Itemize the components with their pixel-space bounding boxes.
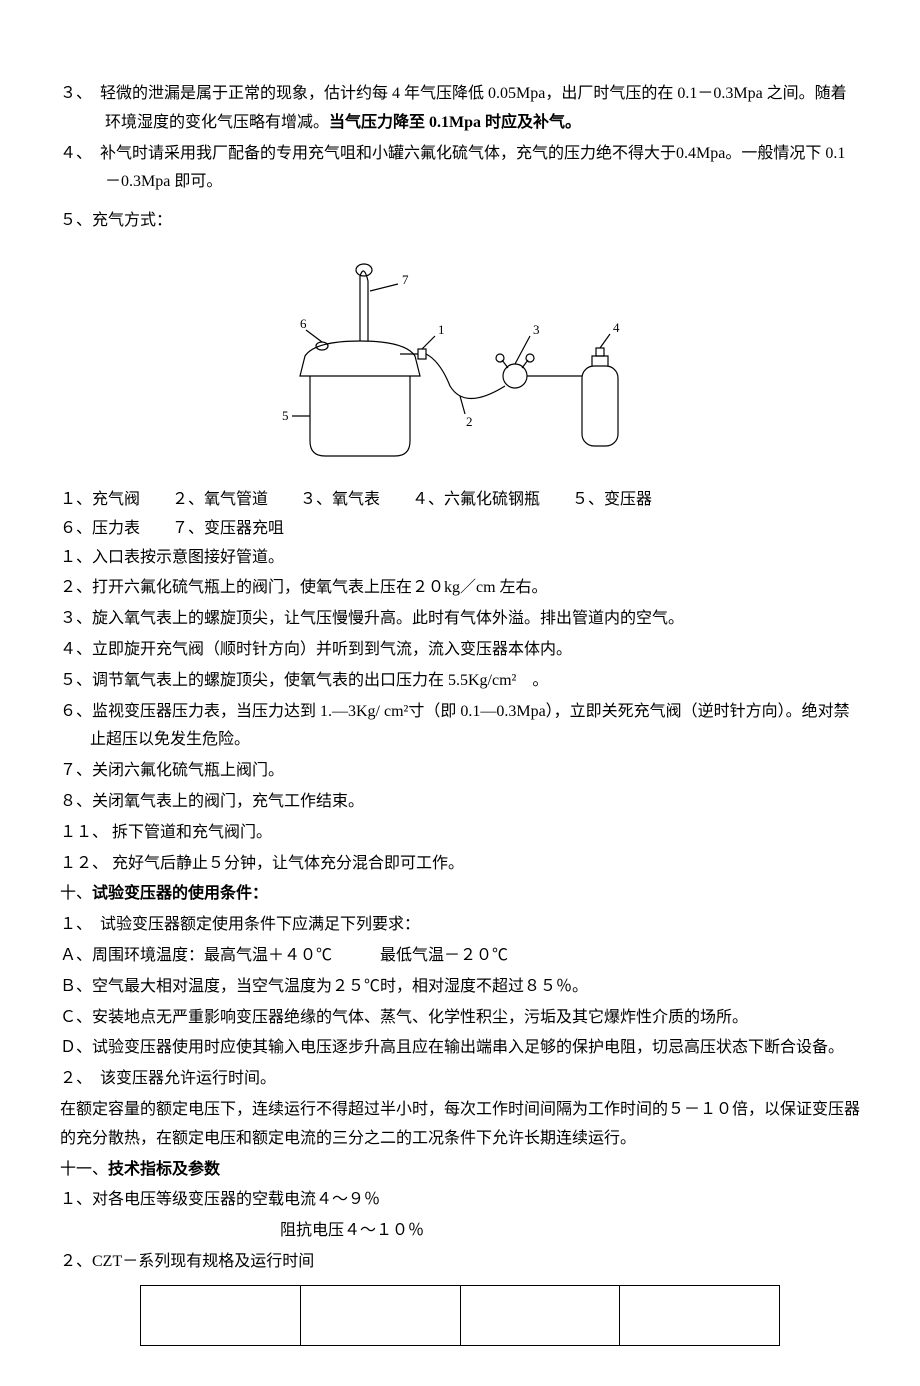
section11-title-bold: 技术指标及参数 — [108, 1161, 220, 1178]
step-5: ５、调节氧气表上的螺旋顶尖，使氧气表的出口压力在 5.5Kg/cm² 。 — [60, 667, 860, 696]
section10-item1: １、 试验变压器额定使用条件下应满足下列要求： — [60, 911, 860, 940]
diagram-container: 6 7 1 2 3 4 5 — [60, 246, 860, 476]
diagram-label-4: 4 — [613, 320, 620, 335]
section11-item1: １、对各电压等级变压器的空载电流４～９％ — [60, 1186, 860, 1215]
list-item-4: ４、 补气时请采用我厂配备的专用充气咀和小罐六氟化硫气体，充气的压力绝不得大于0… — [60, 140, 860, 198]
diagram-label-6: 6 — [300, 316, 307, 331]
diagram-label-2: 2 — [466, 414, 473, 429]
section10-c: Ｃ、安装地点无严重影响变压器绝缘的气体、蒸气、化学性积尘，污垢及其它爆炸性介质的… — [60, 1004, 860, 1033]
step-4: ４、立即旋开充气阀（顺时针方向）并听到到气流，流入变压器本体内。 — [60, 636, 860, 665]
section10-d: Ｄ、试验变压器使用时应使其输入电压逐步升高且应在输出端串入足够的保护电阻，切忌高… — [60, 1034, 860, 1063]
step-11: １１、 拆下管道和充气阀门。 — [60, 819, 860, 848]
section11-title: 十一、技术指标及参数 — [60, 1156, 860, 1185]
gas-filling-diagram: 6 7 1 2 3 4 5 — [250, 246, 670, 476]
step-3: ３、旋入氧气表上的螺旋顶尖，让气压慢慢升高。此时有气体外溢。排出管道内的空气。 — [60, 605, 860, 634]
step-1: １、入口表按示意图接好管道。 — [60, 544, 860, 573]
list-item-3: ３、 轻微的泄漏是属于正常的现象，估计约每 4 年气压降低 0.05Mpa，出厂… — [60, 80, 860, 138]
table-row — [141, 1285, 780, 1345]
legend-line-2: ６、压力表 ７、变压器充咀 — [60, 515, 860, 544]
step-8: ８、关闭氧气表上的阀门，充气工作结束。 — [60, 788, 860, 817]
diagram-label-3: 3 — [533, 322, 540, 337]
step-6: ６、监视变压器压力表，当压力达到 1.—3Kg/ cm²寸（即 0.1—0.3M… — [60, 698, 860, 756]
section10-title-bold: 试验变压器的使用条件： — [92, 885, 268, 902]
step-2: ２、打开六氟化硫气瓶上的阀门，使氧气表上压在２０kg／cm 左右。 — [60, 574, 860, 603]
section10-para: 在额定容量的额定电压下，连续运行不得超过半小时，每次工作时间间隔为工作时间的５－… — [60, 1096, 860, 1154]
step-12: １２、 充好气后静止５分钟，让气体充分混合即可工作。 — [60, 850, 860, 879]
section11-item1b: 阻抗电压４～１０％ — [60, 1217, 860, 1246]
item4-text: 补气时请采用我厂配备的专用充气咀和小罐六氟化硫气体，充气的压力绝不得大于0.4M… — [84, 145, 845, 191]
table-cell — [460, 1285, 620, 1345]
section10-b: Ｂ、空气最大相对温度，当空气温度为２５℃时，相对湿度不超过８５％。 — [60, 973, 860, 1002]
diagram-legend: １、充气阀 ２、氧气管道 ３、氧气表 ４、六氟化硫钢瓶 ５、变压器 ６、压力表 … — [60, 486, 860, 544]
diagram-label-7: 7 — [402, 272, 409, 287]
item4-prefix: ４、 — [60, 145, 84, 162]
item3-prefix: ３、 — [60, 85, 84, 102]
step-7: ７、关闭六氟化硫气瓶上阀门。 — [60, 757, 860, 786]
spec-table — [140, 1285, 780, 1346]
diagram-label-5: 5 — [282, 408, 289, 423]
legend-line-1: １、充气阀 ２、氧气管道 ３、氧气表 ４、六氟化硫钢瓶 ５、变压器 — [60, 486, 860, 515]
section10-a: Ａ、周围环境温度：最高气温＋４０℃ 最低气温－２０℃ — [60, 942, 860, 971]
section10-title: 十、试验变压器的使用条件： — [60, 880, 860, 909]
table-cell — [300, 1285, 460, 1345]
section10-item2: ２、 该变压器允许运行时间。 — [60, 1065, 860, 1094]
diagram-label-1: 1 — [438, 322, 445, 337]
table-cell — [620, 1285, 780, 1345]
section11-item2: ２、CZT－系列现有规格及运行时间 — [60, 1248, 860, 1277]
table-cell — [141, 1285, 301, 1345]
list-item-5: ５、充气方式： — [60, 207, 860, 236]
item3-bold: 当气压力降至 0.1Mpa 时应及补气。 — [329, 114, 581, 131]
